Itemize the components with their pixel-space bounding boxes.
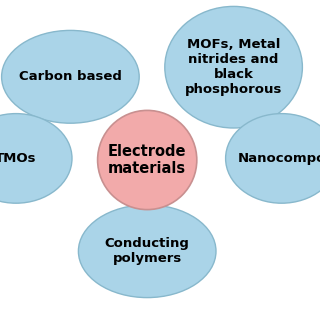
Ellipse shape <box>78 205 216 298</box>
Ellipse shape <box>165 6 302 128</box>
Ellipse shape <box>98 110 197 210</box>
Text: MOFs, Metal
nitrides and
black
phosphorous: MOFs, Metal nitrides and black phosphoro… <box>185 38 282 96</box>
Ellipse shape <box>2 30 139 123</box>
Text: Electrode
materials: Electrode materials <box>108 144 187 176</box>
Text: Nanocompo: Nanocompo <box>237 152 320 165</box>
Text: TMOs: TMOs <box>0 152 37 165</box>
Ellipse shape <box>0 114 72 203</box>
Ellipse shape <box>226 114 320 203</box>
Text: Conducting
polymers: Conducting polymers <box>105 237 190 265</box>
Text: Carbon based: Carbon based <box>19 70 122 83</box>
